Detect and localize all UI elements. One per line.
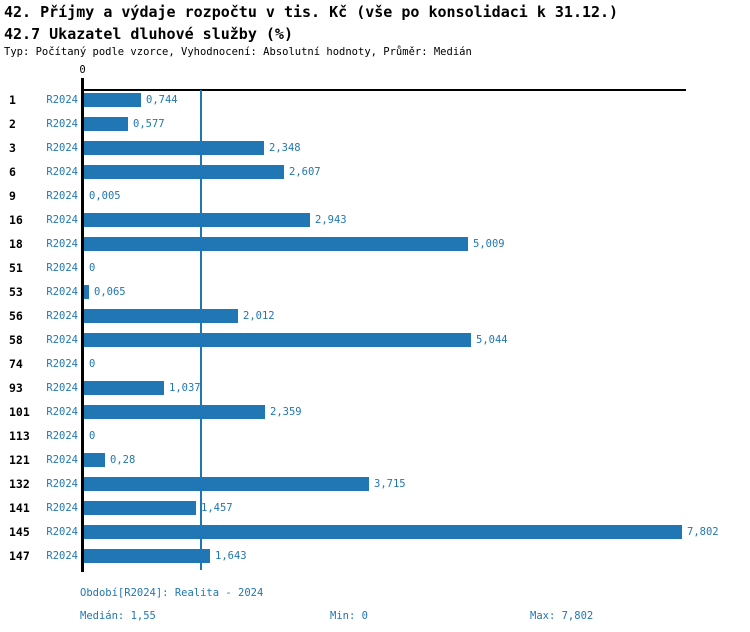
bar	[84, 213, 310, 227]
row-category-label: 18	[9, 237, 23, 251]
row-series-label: R2024	[46, 454, 78, 466]
bar-value-label: 5,044	[476, 334, 508, 346]
bar-value-label: 0,28	[110, 454, 136, 466]
bar-value-label: 2,012	[243, 310, 275, 322]
row-category-label: 3	[9, 141, 16, 155]
bar-value-label: 5,009	[473, 238, 505, 250]
row-series-label: R2024	[46, 142, 78, 154]
bar	[84, 237, 468, 251]
bar-value-label: 1,643	[215, 550, 247, 562]
bar-value-label: 2,607	[289, 166, 321, 178]
row-series-label: R2024	[46, 502, 78, 514]
row-series-label: R2024	[46, 286, 78, 298]
footer-period-label: Období[R2024]: Realita - 2024	[80, 587, 264, 599]
bar-value-label: 3,715	[374, 478, 406, 490]
x-axis-tick-label-zero: 0	[79, 64, 86, 76]
row-series-label: R2024	[46, 94, 78, 106]
bar-value-label: 0,065	[94, 286, 126, 298]
bar	[84, 93, 141, 107]
row-category-label: 141	[9, 501, 30, 515]
page-title: 42. Příjmy a výdaje rozpočtu v tis. Kč (…	[4, 3, 619, 21]
median-reference-line	[200, 90, 202, 570]
bar	[84, 165, 284, 179]
row-series-label: R2024	[46, 382, 78, 394]
row-series-label: R2024	[46, 214, 78, 226]
footer-max-label: Max: 7,802	[530, 610, 594, 622]
row-category-label: 121	[9, 453, 30, 467]
row-category-label: 53	[9, 285, 23, 299]
row-series-label: R2024	[46, 478, 78, 490]
bar	[84, 333, 471, 347]
bar	[84, 405, 265, 419]
row-series-label: R2024	[46, 430, 78, 442]
bar-value-label: 2,943	[315, 214, 347, 226]
bar-value-label: 1,037	[169, 382, 201, 394]
row-category-label: 145	[9, 525, 30, 539]
row-category-label: 56	[9, 309, 23, 323]
row-category-label: 147	[9, 549, 30, 563]
bar	[84, 525, 682, 539]
bar	[84, 501, 196, 515]
bar-value-label: 2,359	[270, 406, 302, 418]
row-series-label: R2024	[46, 526, 78, 538]
row-category-label: 2	[9, 117, 16, 131]
bar	[84, 381, 164, 395]
bar	[84, 549, 210, 563]
row-series-label: R2024	[46, 118, 78, 130]
row-series-label: R2024	[46, 262, 78, 274]
bar	[84, 309, 238, 323]
row-series-label: R2024	[46, 334, 78, 346]
row-series-label: R2024	[46, 166, 78, 178]
row-category-label: 16	[9, 213, 23, 227]
chart-meta-line: Typ: Počítaný podle vzorce, Vyhodnocení:…	[4, 46, 472, 58]
row-category-label: 101	[9, 405, 30, 419]
x-axis-line	[82, 89, 686, 91]
footer-median-label: Medián: 1,55	[80, 610, 156, 622]
bar-value-label: 7,802	[687, 526, 719, 538]
row-series-label: R2024	[46, 310, 78, 322]
bar	[84, 285, 89, 299]
row-category-label: 132	[9, 477, 30, 491]
row-category-label: 74	[9, 357, 23, 371]
bar-value-label: 0,005	[89, 190, 121, 202]
row-category-label: 113	[9, 429, 30, 443]
bar	[84, 477, 369, 491]
bar-value-label: 0,577	[133, 118, 165, 130]
y-axis-line	[81, 78, 84, 572]
row-category-label: 6	[9, 165, 16, 179]
row-category-label: 58	[9, 333, 23, 347]
footer-min-label: Min: 0	[330, 610, 368, 622]
row-series-label: R2024	[46, 550, 78, 562]
bar-value-label: 0	[89, 262, 96, 274]
bar-value-label: 0,744	[146, 94, 178, 106]
bar-value-label: 2,348	[269, 142, 301, 154]
bar	[84, 141, 264, 155]
bar	[84, 453, 105, 467]
chart-subtitle: 42.7 Ukazatel dluhové služby (%)	[4, 25, 293, 43]
row-series-label: R2024	[46, 406, 78, 418]
bar-value-label: 0	[89, 358, 96, 370]
row-category-label: 1	[9, 93, 16, 107]
row-category-label: 51	[9, 261, 23, 275]
row-series-label: R2024	[46, 358, 78, 370]
bar-value-label: 1,457	[201, 502, 233, 514]
row-category-label: 93	[9, 381, 23, 395]
row-category-label: 9	[9, 189, 16, 203]
row-series-label: R2024	[46, 190, 78, 202]
bar	[84, 117, 128, 131]
bar-value-label: 0	[89, 430, 96, 442]
row-series-label: R2024	[46, 238, 78, 250]
